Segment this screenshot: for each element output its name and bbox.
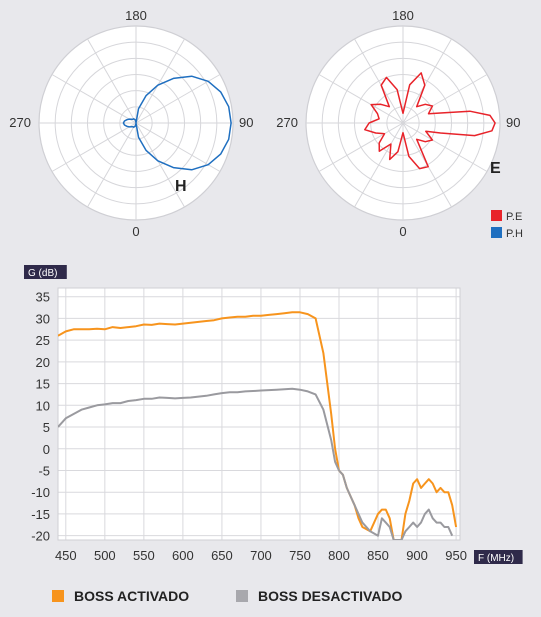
polar-h-spoke — [87, 122, 137, 208]
polar-e-spoke — [318, 74, 404, 124]
y-tick-label: 10 — [36, 398, 50, 413]
polar-h-angle-label: 180 — [125, 8, 147, 23]
legend-boss-desactivado: BOSS DESACTIVADO — [236, 588, 402, 604]
gain-chart: 450 500 550 600 650 700 750 800 850 900 950 35 30 25 2… — [24, 265, 523, 564]
polar-e-angle-label: 180 — [392, 8, 414, 23]
x-tick-label: 750 — [289, 548, 311, 563]
x-tick-label: 600 — [172, 548, 194, 563]
x-tick-label: 550 — [133, 548, 155, 563]
polar-h-name-label: H — [175, 178, 187, 195]
polar-h-angle-label: 270 — [9, 115, 31, 130]
polar-e-series-line — [364, 72, 496, 170]
x-tick-label: 800 — [328, 548, 350, 563]
polar-h-spoke — [51, 122, 137, 172]
legend-swatch-desactivado — [236, 590, 248, 602]
x-tick-label: 450 — [55, 548, 77, 563]
polar-h-spoke — [135, 74, 221, 124]
plot-frame — [57, 287, 461, 541]
polar-h-spoke — [87, 38, 137, 124]
polar-e-spoke — [402, 74, 488, 124]
x-tick-label: 500 — [94, 548, 116, 563]
polar-e-spoke — [354, 122, 404, 208]
polar-e-spoke — [402, 122, 488, 172]
y-tick-label: 5 — [43, 420, 50, 435]
polar-plot-e: 180 90 0 270 E — [276, 8, 520, 239]
x-axis-title: F (MHz) — [478, 553, 514, 564]
legend-label-desactivado: BOSS DESACTIVADO — [258, 588, 403, 604]
polar-e-spoke — [318, 122, 404, 172]
legend-boss-activado: BOSS ACTIVADO — [52, 588, 189, 604]
polar-e-spoke — [354, 38, 404, 124]
x-tick-label: 700 — [250, 548, 272, 563]
y-tick-label: -10 — [31, 485, 50, 500]
plot-area — [58, 288, 460, 540]
legend-label-activado: BOSS ACTIVADO — [74, 588, 190, 604]
y-tick-label: -5 — [38, 463, 50, 478]
x-tick-label: 650 — [211, 548, 233, 563]
x-tick-label: 850 — [367, 548, 389, 563]
polar-e-angle-label: 270 — [276, 115, 298, 130]
legend-label-pe: P.E — [506, 211, 522, 223]
polar-legend: P.E P.H — [491, 210, 523, 240]
legend-label-ph: P.H — [506, 228, 523, 240]
polar-plot-h: 180 90 0 270 H — [9, 8, 253, 239]
polar-h-spoke — [135, 38, 185, 124]
series-line-activado — [58, 311, 458, 540]
polar-e-angle-label: 0 — [399, 224, 406, 239]
y-tick-label: -15 — [31, 507, 50, 522]
polar-h-spoke — [135, 122, 221, 172]
y-tick-label: 15 — [36, 377, 50, 392]
y-tick-label: 25 — [36, 333, 50, 348]
polar-h-spoke — [135, 122, 185, 208]
polar-e-angle-label: 90 — [506, 115, 520, 130]
y-tick-label: 35 — [36, 290, 50, 305]
y-axis-title-box — [24, 265, 67, 279]
legend-swatch-pe — [491, 210, 502, 221]
polar-h-series-line — [122, 75, 232, 171]
y-tick-label: 30 — [36, 311, 50, 326]
series-line-desactivado — [58, 387, 454, 540]
y-tick-label: 0 — [43, 442, 50, 457]
polar-e-name-label: E — [490, 160, 501, 177]
y-axis-title: G (dB) — [28, 268, 57, 279]
x-tick-label: 900 — [406, 548, 428, 563]
x-tick-label: 950 — [445, 548, 467, 563]
legend-swatch-activado — [52, 590, 64, 602]
polar-h-spoke — [51, 74, 137, 124]
y-tick-label: -20 — [31, 529, 50, 544]
y-tick-label: 20 — [36, 355, 50, 370]
polar-h-angle-label: 0 — [132, 224, 139, 239]
legend-swatch-ph — [491, 227, 502, 238]
polar-e-spoke — [402, 38, 452, 124]
x-axis-title-box — [474, 550, 523, 564]
polar-h-angle-label: 90 — [239, 115, 253, 130]
